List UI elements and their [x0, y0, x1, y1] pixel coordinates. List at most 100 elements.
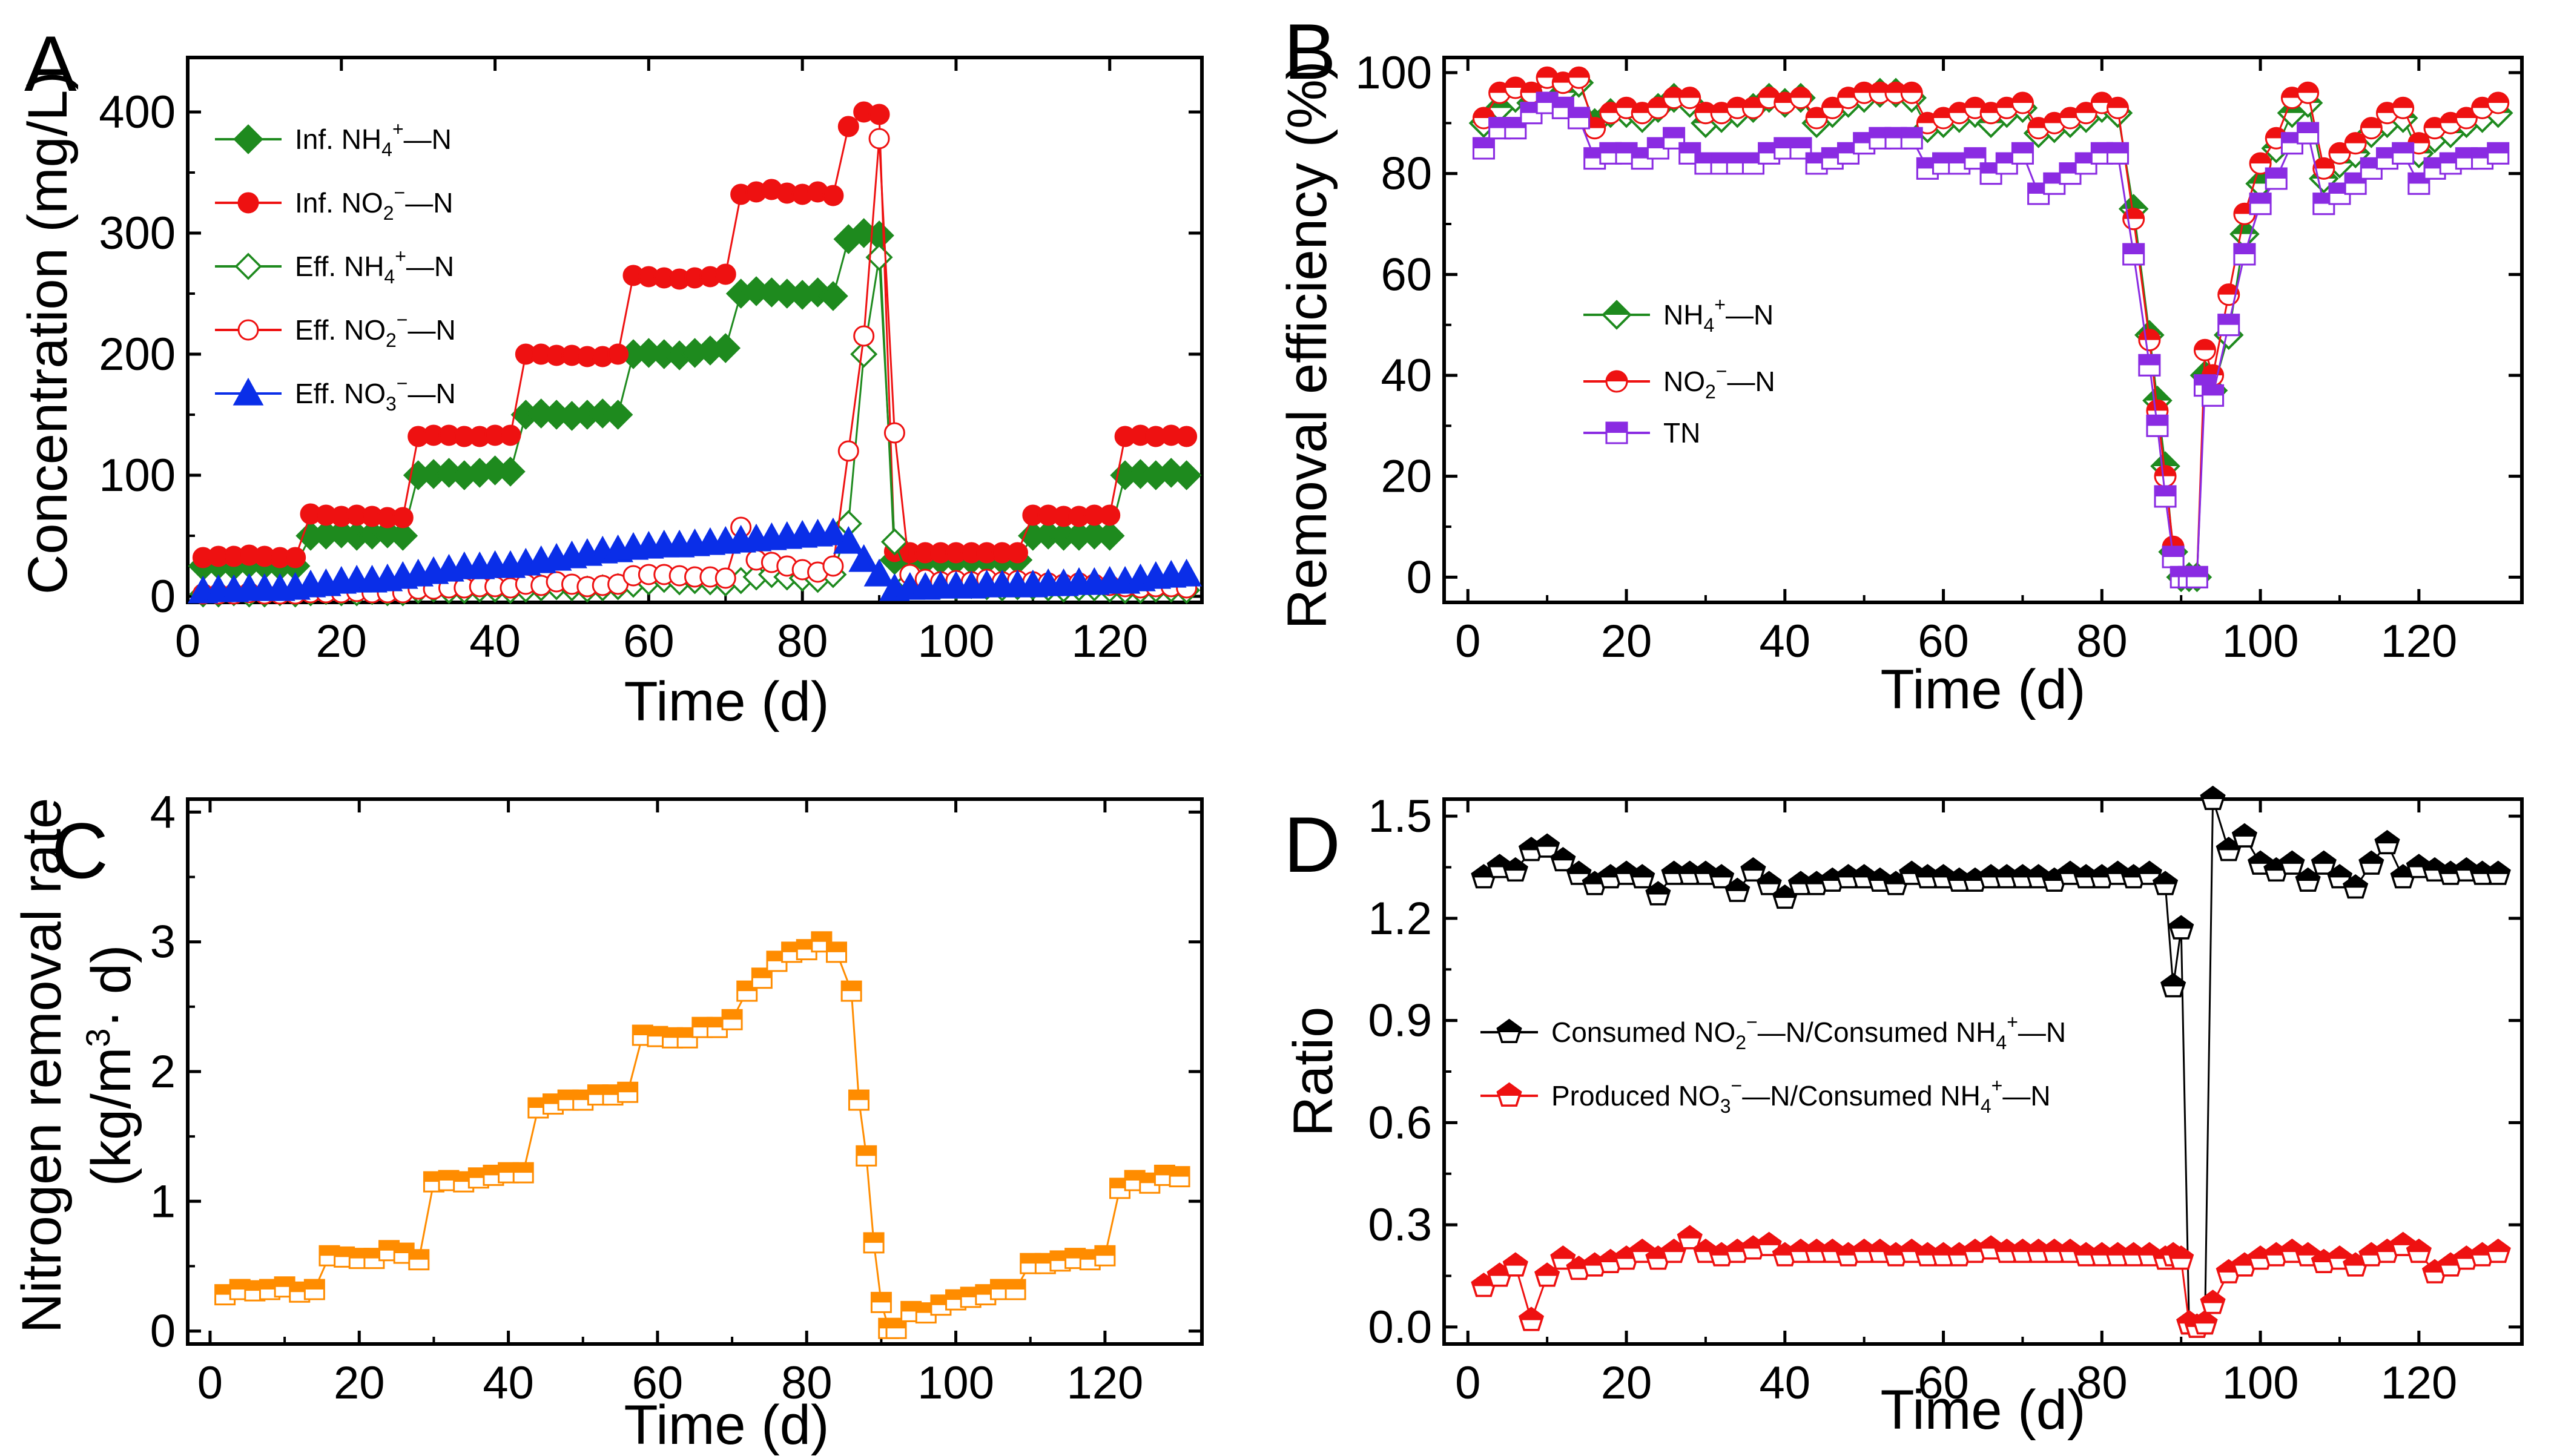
data-point — [2295, 867, 2321, 892]
data-point — [2160, 973, 2186, 998]
data-point — [1567, 66, 1591, 89]
data-point — [837, 440, 859, 462]
legend-marker — [233, 124, 263, 154]
data-point — [2138, 329, 2161, 352]
y-axis-title-c-line2: (kg/m3· d) — [79, 944, 142, 1186]
data-point — [1900, 127, 1923, 150]
x-tick-label: 80 — [2076, 1357, 2128, 1409]
data-point — [1740, 857, 1766, 882]
y-axis-title-b: Removal efficiency (%) — [1276, 61, 1338, 629]
y-tick-label: 80 — [1381, 148, 1432, 200]
data-point — [2297, 81, 2320, 104]
data-point — [303, 1279, 325, 1300]
data-point — [1169, 1166, 1190, 1188]
data-point — [1869, 81, 1892, 104]
data-point — [2146, 414, 2169, 437]
data-point — [1472, 137, 1495, 160]
data-point — [2162, 545, 2185, 568]
x-tick-label: 20 — [1601, 616, 1652, 667]
data-point — [1615, 96, 1638, 119]
series-layer-a — [188, 101, 1202, 608]
x-tick-label: 100 — [917, 1357, 994, 1409]
data-point — [495, 456, 526, 487]
legend-marker — [1602, 300, 1632, 330]
y-tick-label: 300 — [99, 208, 176, 259]
y-axis-title-c-line1: Nitrogen removal rate — [11, 798, 73, 1334]
data-point — [2360, 117, 2383, 140]
data-point — [2122, 208, 2145, 231]
panel-label-c: C — [51, 806, 108, 895]
y-tick-label: 100 — [1355, 47, 1432, 99]
data-point — [863, 558, 895, 587]
data-point — [2358, 850, 2384, 875]
y-tick-label: 0.0 — [1368, 1302, 1432, 1353]
data-point — [2011, 142, 2034, 165]
panel-b: B 0 20 40 60 80 100 120 0 20 40 60 80 100 Time (d) R… — [1276, 7, 2524, 720]
data-point — [2233, 243, 2256, 266]
data-point — [1550, 847, 1576, 872]
data-point — [721, 1009, 743, 1030]
data-point — [880, 528, 908, 556]
data-point — [2011, 91, 2034, 114]
data-point — [2122, 243, 2145, 266]
data-point — [1677, 1225, 1703, 1250]
x-tick-label: 80 — [777, 616, 828, 667]
data-point — [833, 525, 864, 554]
data-point — [1678, 87, 1701, 110]
data-point — [870, 1291, 892, 1313]
series-tn — [1472, 91, 2510, 588]
legend-a: Inf. NH4+—N Inf. NO2−—N Eff. NH4+—N Eff. NO… — [215, 118, 456, 415]
x-tick-label: 60 — [632, 1357, 684, 1409]
data-point — [2344, 172, 2367, 195]
x-tick-label: 0 — [1455, 616, 1480, 667]
data-point — [2312, 157, 2335, 180]
x-tick-label: 60 — [1918, 1357, 1969, 1409]
y-axis-title-c-unit-a: (kg/m — [81, 1047, 142, 1187]
legend-b: NH4+—N NO2−—N TN — [1583, 294, 1775, 449]
data-point — [856, 1145, 877, 1167]
y-tick-label: 400 — [99, 87, 176, 138]
series-nitrogen-removal-rate — [214, 931, 1190, 1339]
y-axis-title-c-unit-b: · d) — [81, 944, 142, 1028]
data-point — [1176, 426, 1198, 447]
data-point — [837, 116, 859, 137]
y-tick-label: 0.9 — [1368, 995, 1432, 1047]
series-layer-c — [214, 931, 1190, 1339]
series-inf-no2-n — [192, 101, 1198, 568]
legend-marker — [1605, 370, 1628, 393]
legend-label: Inf. NH4+—N — [295, 118, 452, 160]
y-tick-label: 0 — [150, 571, 176, 622]
data-point — [2154, 485, 2177, 508]
data-point — [1789, 137, 1812, 160]
data-point — [408, 1249, 430, 1271]
series-inf-nh4-n — [188, 218, 1202, 581]
data-point — [1789, 87, 1812, 110]
legend-marker — [1496, 1082, 1522, 1107]
data-point — [2192, 1310, 2218, 1335]
legend-label: Eff. NO3−—N — [295, 372, 456, 415]
series-layer-b — [1468, 66, 2513, 593]
data-point — [285, 547, 306, 568]
data-point — [512, 1162, 534, 1184]
x-tick-label: 40 — [1760, 616, 1811, 667]
legend-label: NO2−—N — [1663, 360, 1775, 403]
y-tick-label: 60 — [1381, 249, 1432, 300]
panel-label-b: B — [1284, 7, 1336, 96]
data-point — [822, 185, 844, 206]
data-point — [1171, 558, 1202, 587]
x-tick-label: 100 — [2222, 1357, 2299, 1409]
y-tick-label: 4 — [150, 786, 176, 838]
x-tick-label: 120 — [2380, 616, 2457, 667]
data-point — [2249, 193, 2272, 216]
legend-label: TN — [1663, 417, 1700, 449]
data-point — [868, 104, 890, 125]
data-point — [500, 424, 521, 446]
data-point — [2154, 465, 2177, 488]
legend-marker — [1605, 421, 1628, 444]
data-point — [2106, 96, 2130, 119]
legend-entry: Produced NO3−—N/Consumed NH4+—N — [1480, 1075, 2051, 1117]
x-tick-label: 40 — [483, 1357, 534, 1409]
data-point — [2265, 167, 2288, 190]
data-point — [1645, 881, 1671, 906]
data-point — [2231, 823, 2258, 848]
